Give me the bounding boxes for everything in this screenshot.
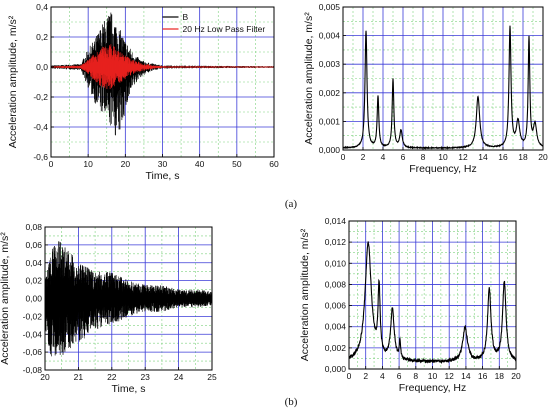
y-tick-label: 0,001 [319, 116, 341, 126]
y-tick-label: 0,010 [325, 258, 347, 268]
y-tick-label: 0,4 [36, 2, 48, 12]
x-axis-label: Time, s [145, 170, 179, 182]
x-tick-label: 0 [347, 371, 352, 381]
y-tick-label: 0,00 [25, 294, 42, 304]
x-axis-label: Time, s [111, 383, 145, 395]
x-tick-label: 2 [361, 152, 366, 162]
x-tick-label: 23 [140, 372, 150, 382]
x-tick-label: 14 [478, 152, 488, 162]
x-tick-label: 16 [478, 371, 488, 381]
x-tick-label: 6 [401, 152, 406, 162]
y-tick-label: 0,06 [25, 240, 42, 250]
chart-b-freq: 0 2 4 6 8 10 12 14 16 18 20 0,000 0,002 0,004 0,006 0,0… [299, 216, 521, 394]
x-tick-label: 16 [498, 152, 508, 162]
x-tick-label: 30 [158, 159, 168, 169]
chart-b-time: 20 21 22 23 24 25 -0,08 -0,06 -0,04 -0,02 0,00 0,02… [0, 222, 217, 395]
y-tick-label: 0,000 [325, 364, 347, 374]
y-tick-label: 0,005 [319, 2, 341, 12]
x-tick-label: 60 [269, 159, 279, 169]
y-tick-label: 0,014 [325, 216, 347, 226]
y-tick-label: 0,02 [25, 276, 42, 286]
y-tick-label: 0,002 [319, 88, 341, 98]
x-tick-label: 10 [83, 159, 93, 169]
y-axis-label: Acceleration amplitude, m/s² [303, 12, 315, 145]
x-tick-label: 25 [207, 372, 217, 382]
x-tick-label: 21 [74, 372, 84, 382]
x-tick-label: 22 [107, 372, 117, 382]
chart-a-freq: 0 2 4 6 8 10 12 14 16 18 20 0,000 0,001 0,002 0,003 0,0… [303, 2, 548, 175]
y-tick-label: -0,4 [33, 122, 48, 132]
x-tick-label: 6 [397, 371, 402, 381]
series-line-a-time-1 [50, 44, 275, 90]
y-tick-label: 0,008 [325, 279, 347, 289]
x-tick-label: 18 [495, 371, 505, 381]
x-tick-label: 2 [363, 371, 368, 381]
x-tick-label: 8 [421, 152, 426, 162]
series-line-b-time-0 [44, 241, 213, 357]
y-tick-label: 0,006 [325, 301, 347, 311]
y-tick-label: 0,0 [36, 62, 48, 72]
x-tick-label: 40 [195, 159, 205, 169]
x-tick-label: 0 [49, 159, 54, 169]
y-tick-label: 0,08 [25, 222, 42, 232]
y-tick-label: -0,04 [23, 329, 43, 339]
y-tick-label: 0,004 [319, 31, 341, 41]
y-tick-label: -0,2 [33, 92, 48, 102]
x-tick-label: 4 [380, 371, 385, 381]
y-tick-label: -0,02 [23, 311, 43, 321]
x-tick-label: 20 [538, 152, 548, 162]
legend-label: B [183, 12, 189, 22]
x-tick-label: 20 [40, 372, 50, 382]
x-tick-label: 4 [381, 152, 386, 162]
x-tick-label: 50 [232, 159, 242, 169]
x-tick-label: 8 [413, 371, 418, 381]
panel-label-a: (a) [285, 198, 298, 210]
y-tick-label: 0,012 [325, 237, 347, 247]
y-tick-label: -0,6 [33, 152, 48, 162]
y-tick-label: 0,003 [319, 59, 341, 69]
series-line-b-freq-0 [348, 241, 517, 365]
y-axis-label: Acceleration amplitude, m/s² [0, 232, 11, 365]
y-axis-label: Acceleration amplitude, m/s² [299, 228, 311, 361]
chart-a-time: 0 10 20 30 40 50 60 -0,6 -0,4 -0,2 0,0 0,2 0,4 Time, … [7, 2, 279, 182]
x-tick-label: 10 [438, 152, 448, 162]
y-tick-label: 0,004 [325, 322, 347, 332]
y-tick-label: 0,002 [325, 343, 347, 353]
legend-label: 20 Hz Low Pass Filter [183, 24, 266, 34]
y-tick-label: 0,04 [25, 258, 42, 268]
x-axis-label: Frequency, Hz [399, 382, 467, 394]
x-tick-label: 20 [121, 159, 131, 169]
x-tick-label: 0 [341, 152, 346, 162]
y-tick-label: -0,08 [23, 365, 43, 375]
y-tick-label: 0,2 [36, 32, 48, 42]
panel-label-b: (b) [285, 396, 298, 408]
y-axis-label: Acceleration amplitude, m/s² [7, 15, 19, 148]
x-tick-label: 14 [461, 371, 471, 381]
y-tick-label: -0,06 [23, 347, 43, 357]
x-tick-label: 18 [518, 152, 528, 162]
x-tick-label: 10 [428, 371, 438, 381]
y-tick-label: 0,000 [319, 145, 341, 155]
x-tick-label: 20 [511, 371, 521, 381]
x-tick-label: 12 [458, 152, 468, 162]
x-tick-label: 24 [174, 372, 184, 382]
x-axis-label: Frequency, Hz [409, 163, 477, 175]
x-tick-label: 12 [444, 371, 454, 381]
